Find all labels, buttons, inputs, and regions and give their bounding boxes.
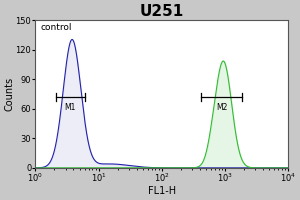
- Y-axis label: Counts: Counts: [4, 77, 14, 111]
- Title: U251: U251: [140, 4, 184, 19]
- X-axis label: FL1-H: FL1-H: [148, 186, 176, 196]
- Text: M2: M2: [216, 103, 227, 112]
- Text: control: control: [40, 23, 72, 32]
- Text: M1: M1: [64, 103, 76, 112]
